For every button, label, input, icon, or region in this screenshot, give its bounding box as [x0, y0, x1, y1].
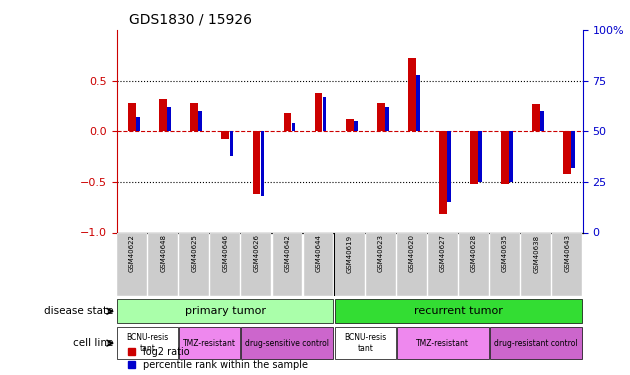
- Text: BCNU-resis
tant: BCNU-resis tant: [344, 333, 386, 353]
- Bar: [323, 97, 326, 131]
- Bar: [180, 327, 240, 359]
- Bar: [159, 99, 167, 131]
- Bar: [335, 232, 365, 296]
- Bar: [366, 232, 396, 296]
- Text: GSM40625: GSM40625: [192, 234, 197, 272]
- Text: GSM40623: GSM40623: [378, 234, 384, 272]
- Text: TMZ-resistant: TMZ-resistant: [183, 339, 236, 348]
- Text: primary tumor: primary tumor: [185, 306, 266, 316]
- Text: GSM40626: GSM40626: [253, 234, 260, 272]
- Bar: [470, 131, 478, 184]
- Bar: [490, 327, 582, 359]
- Text: GSM40627: GSM40627: [440, 234, 446, 272]
- Bar: [428, 232, 458, 296]
- Bar: [129, 103, 136, 131]
- Bar: [253, 131, 260, 194]
- Bar: [117, 299, 333, 323]
- Bar: [229, 131, 233, 156]
- Text: GSM40628: GSM40628: [471, 234, 477, 272]
- Bar: [571, 131, 575, 168]
- Bar: [180, 232, 209, 296]
- Text: cell line: cell line: [73, 338, 113, 348]
- Text: GSM40620: GSM40620: [409, 234, 415, 272]
- Bar: [241, 232, 272, 296]
- Bar: [532, 104, 540, 131]
- Bar: [447, 131, 451, 202]
- Bar: [136, 117, 140, 131]
- Text: GSM40619: GSM40619: [346, 234, 353, 273]
- Bar: [198, 111, 202, 131]
- Text: TMZ-resistant: TMZ-resistant: [416, 339, 469, 348]
- Bar: [459, 232, 489, 296]
- Bar: [241, 327, 333, 359]
- Text: GSM40622: GSM40622: [129, 234, 135, 272]
- Bar: [261, 131, 265, 196]
- Text: drug-sensitive control: drug-sensitive control: [246, 339, 329, 348]
- Bar: [490, 232, 520, 296]
- Bar: [284, 113, 291, 131]
- Bar: [117, 327, 178, 359]
- Bar: [222, 131, 229, 140]
- Text: GSM40648: GSM40648: [160, 234, 166, 272]
- Text: GSM40646: GSM40646: [222, 234, 228, 272]
- Text: drug-resistant control: drug-resistant control: [495, 339, 578, 348]
- Bar: [501, 131, 509, 184]
- Bar: [273, 232, 302, 296]
- Legend: log2 ratio, percentile rank within the sample: log2 ratio, percentile rank within the s…: [128, 347, 308, 370]
- Text: GSM40642: GSM40642: [285, 234, 290, 272]
- Text: GDS1830 / 15926: GDS1830 / 15926: [129, 12, 252, 26]
- Text: GSM40635: GSM40635: [502, 234, 508, 272]
- Text: GSM40638: GSM40638: [533, 234, 539, 273]
- Bar: [168, 107, 171, 131]
- Bar: [541, 111, 544, 131]
- Bar: [315, 93, 323, 131]
- Bar: [346, 119, 353, 131]
- Text: GSM40644: GSM40644: [316, 234, 321, 272]
- Bar: [210, 232, 240, 296]
- Text: GSM40643: GSM40643: [564, 234, 570, 272]
- Bar: [563, 131, 571, 174]
- Bar: [478, 131, 482, 182]
- Bar: [439, 131, 447, 214]
- Text: disease state: disease state: [44, 306, 113, 316]
- Bar: [397, 327, 489, 359]
- Bar: [385, 107, 389, 131]
- Bar: [397, 232, 427, 296]
- Text: BCNU-resis
tant: BCNU-resis tant: [127, 333, 169, 353]
- Bar: [553, 232, 582, 296]
- Bar: [408, 58, 416, 131]
- Bar: [190, 103, 198, 131]
- Bar: [148, 232, 178, 296]
- Bar: [335, 299, 582, 323]
- Bar: [377, 103, 384, 131]
- Text: recurrent tumor: recurrent tumor: [414, 306, 503, 316]
- Bar: [521, 232, 551, 296]
- Bar: [335, 327, 396, 359]
- Bar: [354, 121, 358, 131]
- Bar: [509, 131, 513, 182]
- Bar: [292, 123, 295, 131]
- Bar: [117, 232, 147, 296]
- Bar: [416, 75, 420, 131]
- Bar: [304, 232, 333, 296]
